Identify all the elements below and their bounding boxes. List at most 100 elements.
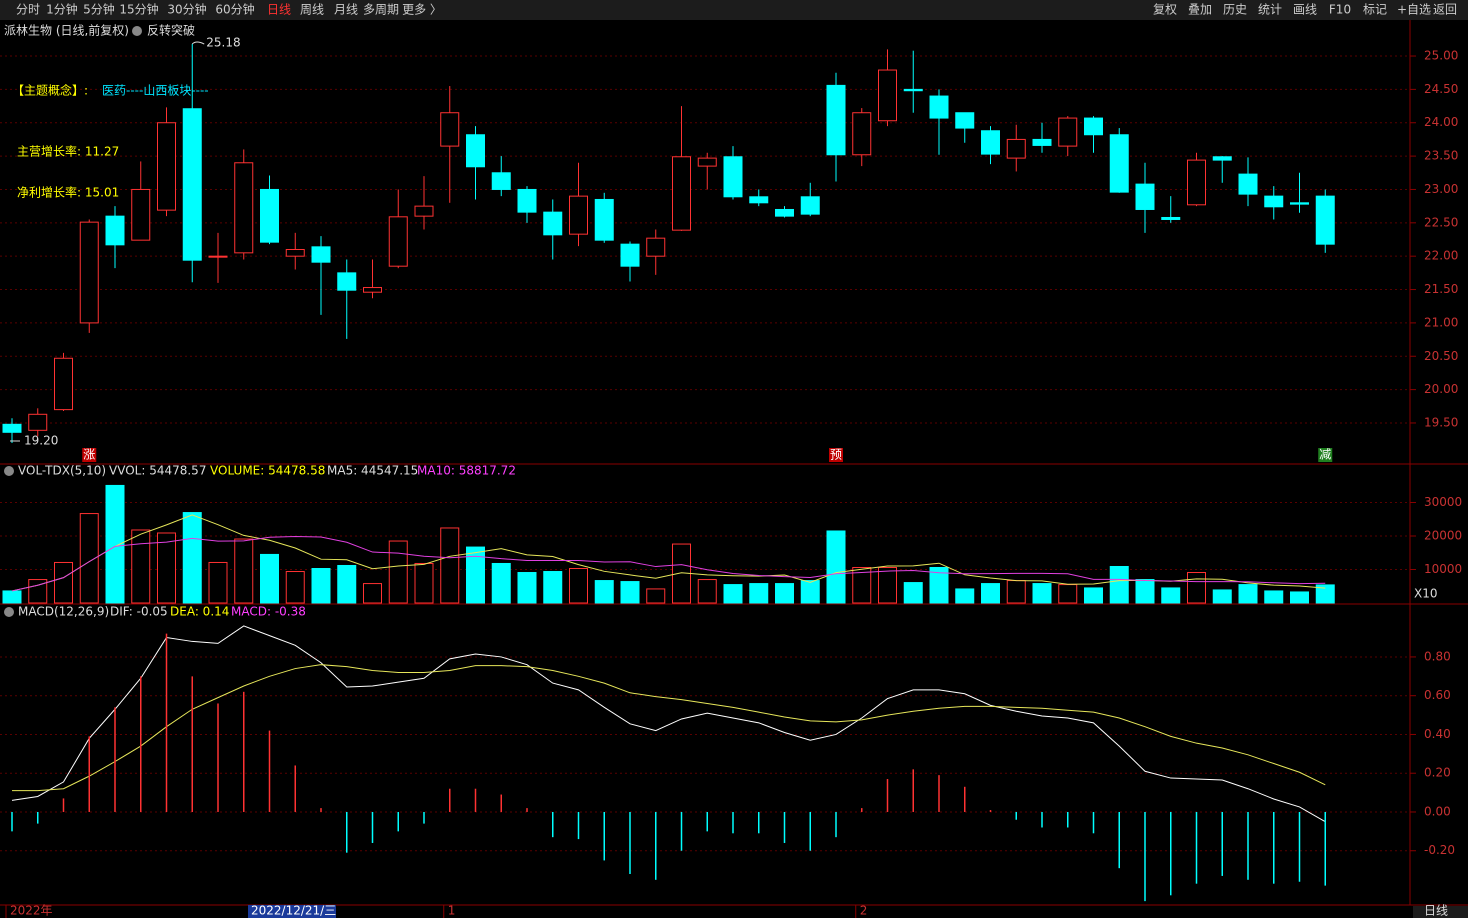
candle-body — [157, 122, 176, 211]
candle-body — [1058, 117, 1078, 147]
toolbar-button[interactable]: 分时 — [16, 3, 40, 17]
volume-bar — [903, 582, 923, 604]
candle-body — [672, 156, 691, 231]
y-tick-label: 20000 — [1424, 529, 1462, 543]
toolbar-button[interactable]: 画线 — [1293, 3, 1317, 17]
volume-bar — [234, 538, 254, 604]
candle-body — [1161, 216, 1181, 220]
legend-entry: MA10: 58817.72 — [417, 464, 516, 478]
toolbar-button[interactable]: 周线 — [300, 3, 324, 17]
candle-body — [543, 211, 563, 236]
marker: 减 — [1319, 448, 1331, 462]
chart-subtitle: VVOL: 54478.57 — [109, 464, 206, 478]
toolbar-button[interactable]: 返回 — [1433, 3, 1457, 17]
toolbar-button[interactable]: +自选 — [1397, 3, 1431, 17]
y-tick-label: 22.50 — [1424, 215, 1458, 229]
x-tick-label: 2022年 — [10, 904, 53, 918]
candle-body — [569, 195, 588, 235]
y-tick-label: 21.50 — [1424, 282, 1458, 296]
volume-bar — [157, 532, 176, 604]
cursor-label: 2022/12/21/三 — [251, 904, 336, 918]
candle-body — [105, 215, 125, 246]
toolbar-button[interactable]: 30分钟 — [167, 2, 206, 17]
candle-body — [1238, 173, 1258, 195]
toolbar-button[interactable]: 历史 — [1223, 3, 1247, 17]
legend-entry: VOLUME: 54478.58 — [210, 464, 325, 478]
candle-body — [28, 413, 48, 431]
candle-body — [955, 112, 975, 129]
chart-title: VOL-TDX(5,10) — [18, 464, 106, 478]
icon — [4, 466, 14, 476]
candle-body — [1264, 195, 1284, 208]
candle-body — [1135, 183, 1155, 210]
volume-bar — [543, 571, 563, 604]
volume-bar — [28, 579, 48, 604]
volume-bar — [981, 583, 1000, 604]
candle-body — [1032, 138, 1052, 146]
candle-body — [466, 134, 485, 168]
volume-bar — [955, 588, 975, 604]
volume-bar — [1315, 584, 1335, 604]
toolbar-button[interactable]: 5分钟 — [83, 2, 115, 17]
volume-bar — [697, 579, 717, 604]
y-tick-label: 30000 — [1424, 495, 1462, 509]
candle-body — [852, 112, 872, 156]
volume-bar — [1161, 587, 1181, 604]
candle-body — [878, 69, 897, 122]
icon — [132, 26, 142, 36]
candle-body — [1187, 159, 1206, 206]
toolbar-button[interactable]: 统计 — [1258, 3, 1282, 17]
volume-bar — [1058, 584, 1078, 604]
y-tick-label: 22.00 — [1424, 249, 1458, 263]
y-tick-label: 0.40 — [1424, 727, 1451, 741]
candle-body — [646, 237, 666, 257]
status-label: 日线 — [1424, 904, 1448, 918]
candle-body — [440, 112, 460, 147]
volume-bar — [517, 572, 537, 604]
y-tick-label: 20.50 — [1424, 349, 1458, 363]
candle-body — [1006, 138, 1026, 159]
volume-bar — [1238, 584, 1258, 604]
y-tick-label: 0.00 — [1424, 804, 1451, 818]
toolbar-button[interactable]: 60分钟 — [215, 2, 254, 17]
toolbar-button[interactable]: 多周期 — [363, 3, 399, 17]
volume-bar — [569, 568, 588, 604]
candle-body — [594, 198, 614, 241]
high-label: 25.18 — [206, 36, 240, 50]
candle-body — [620, 243, 640, 267]
y-tick-label: 20.00 — [1424, 382, 1458, 396]
candle-body — [131, 188, 151, 241]
toolbar-button[interactable]: 叠加 — [1188, 3, 1212, 17]
toolbar-button[interactable]: 15分钟 — [119, 2, 158, 17]
toolbar-button[interactable]: 复权 — [1153, 3, 1177, 17]
x-tick-label: 1 — [448, 904, 456, 918]
toolbar-button[interactable]: 月线 — [334, 3, 358, 17]
volume-bar — [2, 590, 22, 604]
volume-bar — [260, 553, 279, 604]
toolbar-button[interactable]: 更多 〉 — [402, 3, 442, 17]
candle-body — [981, 130, 1000, 155]
chart-title: MACD(12,26,9) — [18, 605, 109, 619]
volume-bar — [1212, 589, 1232, 604]
marker: 涨 — [83, 447, 95, 462]
marker-bg — [1318, 448, 1333, 462]
volume-bar — [723, 584, 743, 604]
icon — [4, 607, 14, 617]
candle-body — [388, 216, 408, 267]
toolbar-button[interactable]: F10 — [1329, 3, 1351, 17]
volume-bar — [929, 566, 949, 604]
candle-body — [1212, 156, 1232, 161]
candle-body — [517, 188, 537, 213]
volume-bar — [491, 562, 511, 604]
marker-bg — [82, 448, 97, 462]
y-tick-label: -0.20 — [1424, 843, 1455, 857]
toolbar-button[interactable]: 标记 — [1363, 3, 1387, 17]
ma-line — [11, 535, 1326, 592]
macd-line — [12, 664, 1326, 792]
toolbar-button[interactable]: 1分钟 — [46, 2, 78, 17]
toolbar-button[interactable]: 日线 — [267, 3, 291, 17]
annotation: 主营增长率: 11.27 — [17, 144, 119, 159]
volume-bar — [131, 529, 151, 604]
candle-body — [929, 95, 949, 119]
